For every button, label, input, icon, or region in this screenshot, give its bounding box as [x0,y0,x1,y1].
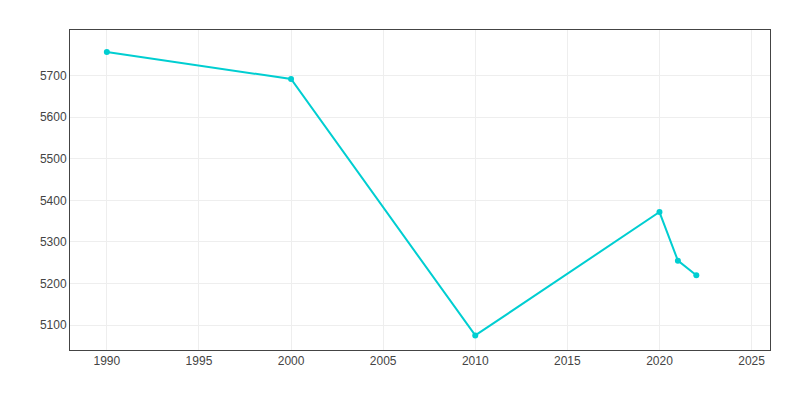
svg-text:5100: 5100 [40,318,67,332]
svg-text:1990: 1990 [93,354,120,368]
svg-text:5400: 5400 [40,194,67,208]
svg-text:2000: 2000 [278,354,305,368]
svg-text:2015: 2015 [554,354,581,368]
svg-text:5200: 5200 [40,277,67,291]
svg-text:1995: 1995 [186,354,213,368]
svg-text:2020: 2020 [646,354,673,368]
svg-text:5700: 5700 [40,69,67,83]
svg-text:5300: 5300 [40,235,67,249]
svg-text:2025: 2025 [738,354,765,368]
svg-text:5600: 5600 [40,110,67,124]
svg-text:5500: 5500 [40,152,67,166]
svg-text:2010: 2010 [462,354,489,368]
svg-text:2005: 2005 [370,354,397,368]
